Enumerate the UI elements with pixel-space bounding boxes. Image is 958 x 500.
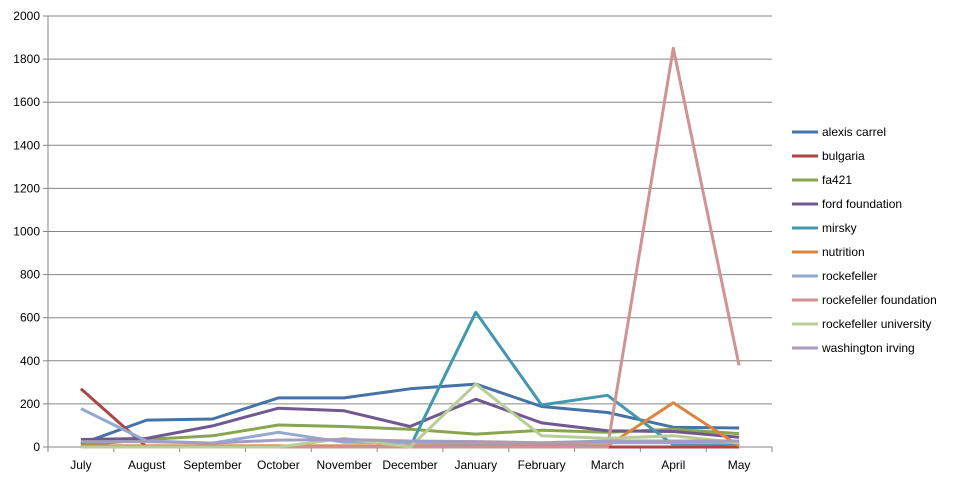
x-tick-label-december: December <box>382 458 437 472</box>
legend-item-washington-irving: washington irving <box>792 341 915 355</box>
legend-label-mirsky: mirsky <box>822 221 857 235</box>
x-tick-label-april: April <box>661 458 685 472</box>
x-tick-label-january: January <box>454 458 497 472</box>
y-tick-label-800: 800 <box>20 268 40 282</box>
series-line-rockefeller-university <box>80 382 740 449</box>
x-tick-label-may: May <box>728 458 751 472</box>
x-tick-label-october: October <box>257 458 300 472</box>
y-tick-label-200: 200 <box>20 397 40 411</box>
series-line-alexis-carrel <box>80 382 740 446</box>
x-tick-label-february: February <box>518 458 566 472</box>
legend: alexis carrel bulgaria fa421 ford foundatio… <box>792 125 937 355</box>
legend-label-rockefeller: rockefeller <box>822 269 877 283</box>
y-tick-label-1800: 1800 <box>13 52 40 66</box>
x-tick-label-september: September <box>183 458 242 472</box>
y-tick-label-0: 0 <box>33 440 40 454</box>
legend-item-mirsky: mirsky <box>792 221 857 235</box>
legend-label-alexis-carrel: alexis carrel <box>822 125 886 139</box>
x-axis-tick-labels: July August September October November Decemb… <box>70 458 750 472</box>
legend-item-alexis-carrel: alexis carrel <box>792 125 886 139</box>
legend-label-washington-irving: washington irving <box>821 341 915 355</box>
y-axis-tick-labels: 0 200 400 600 800 1000 1200 1400 1600 1800 2000 <box>13 9 40 454</box>
legend-label-rockefeller-university: rockefeller university <box>822 317 931 331</box>
x-tick-label-july: July <box>70 458 91 472</box>
series-line-rockefeller-foundation <box>80 46 741 449</box>
axes <box>43 15 773 452</box>
legend-item-fa421: fa421 <box>792 173 852 187</box>
legend-label-ford-foundation: ford foundation <box>822 197 902 211</box>
series-line-nutrition <box>80 401 740 448</box>
legend-item-rockefeller-foundation: rockefeller foundation <box>792 293 937 307</box>
gridlines <box>48 15 772 405</box>
legend-label-bulgaria: bulgaria <box>822 149 865 163</box>
legend-item-rockefeller: rockefeller <box>792 269 877 283</box>
y-tick-label-2000: 2000 <box>13 9 40 23</box>
legend-item-rockefeller-university: rockefeller university <box>792 317 931 331</box>
legend-item-ford-foundation: ford foundation <box>792 197 902 211</box>
series-line-washington-irving <box>80 438 740 445</box>
legend-label-fa421: fa421 <box>822 173 852 187</box>
series-lines <box>79 46 741 449</box>
x-tick-label-august: August <box>128 458 166 472</box>
x-tick-label-november: November <box>317 458 372 472</box>
y-tick-label-1000: 1000 <box>13 225 40 239</box>
legend-item-bulgaria: bulgaria <box>792 149 865 163</box>
y-tick-label-600: 600 <box>20 311 40 325</box>
legend-label-rockefeller-foundation: rockefeller foundation <box>822 293 937 307</box>
y-tick-label-1200: 1200 <box>13 181 40 195</box>
legend-label-nutrition: nutrition <box>822 245 865 259</box>
x-tick-label-march: March <box>591 458 624 472</box>
legend-item-nutrition: nutrition <box>792 245 865 259</box>
y-tick-label-1600: 1600 <box>13 95 40 109</box>
y-tick-label-1400: 1400 <box>13 138 40 152</box>
y-tick-label-400: 400 <box>20 354 40 368</box>
